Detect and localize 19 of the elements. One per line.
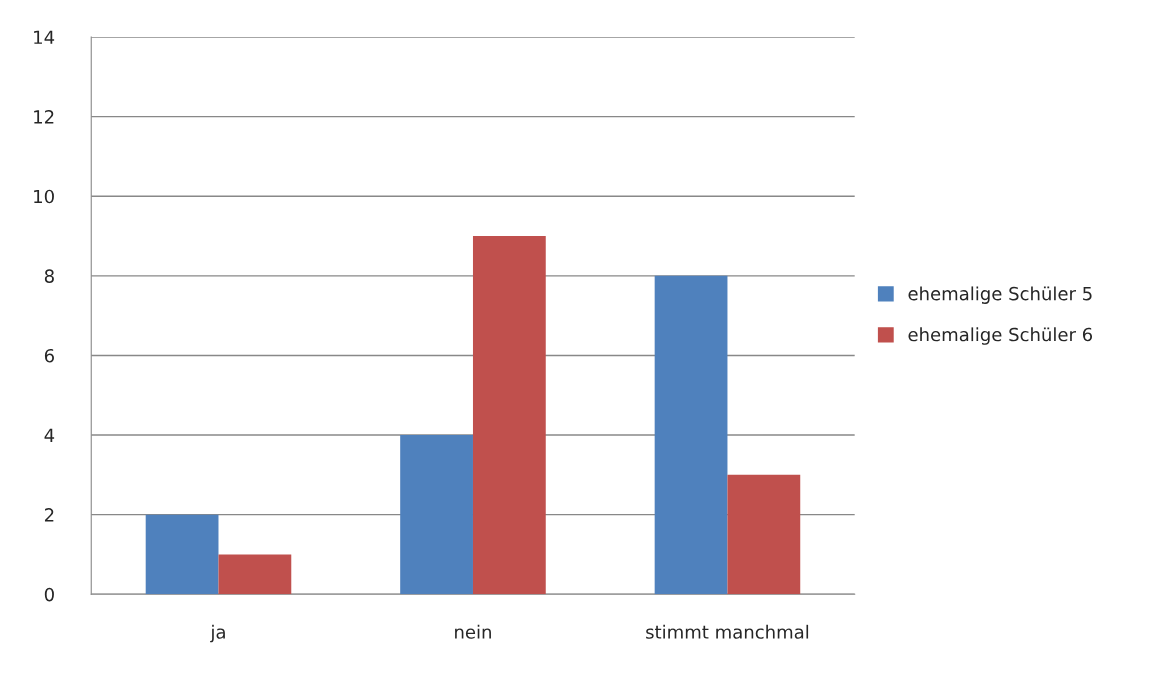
x-tick-label: nein: [455, 624, 491, 639]
bar: [727, 474, 801, 595]
bar: [218, 554, 292, 595]
bar: [472, 236, 546, 595]
y-tick-label: 14: [34, 30, 55, 44]
bar: [145, 514, 219, 595]
legend-label: ehemalige Schüler 6: [908, 327, 1093, 345]
bar: [654, 275, 728, 595]
y-tick-label: 2: [44, 508, 54, 522]
x-tick-label: ja: [210, 624, 225, 643]
x-tick-label: stimmt manchmal: [646, 624, 809, 639]
y-tick-label: 12: [34, 110, 54, 124]
legend-label: ehemalige Schüler 5: [908, 286, 1092, 304]
y-tick-label: 0: [44, 587, 54, 602]
y-tick-label: 6: [44, 348, 54, 363]
y-tick-label: 10: [34, 189, 54, 204]
bar: [400, 435, 473, 595]
y-tick-label: 8: [44, 269, 54, 283]
y-tick-label: 4: [44, 428, 55, 442]
